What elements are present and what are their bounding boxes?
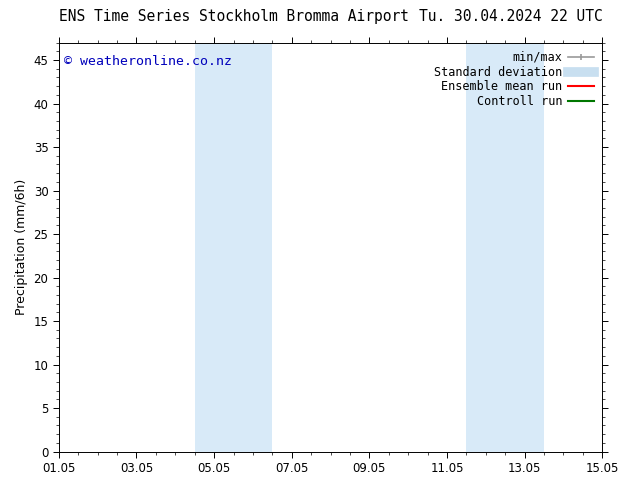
Legend: min/max, Standard deviation, Ensemble mean run, Controll run: min/max, Standard deviation, Ensemble me… [432, 49, 597, 111]
Bar [467, 43, 544, 452]
Bar [195, 43, 273, 452]
Text: ENS Time Series Stockholm Bromma Airport: ENS Time Series Stockholm Bromma Airport [59, 9, 409, 24]
Y-axis label: Precipitation (mm/6h): Precipitation (mm/6h) [15, 179, 28, 315]
Text: © weatheronline.co.nz: © weatheronline.co.nz [64, 55, 232, 68]
Text: Tu. 30.04.2024 22 UTC: Tu. 30.04.2024 22 UTC [418, 9, 602, 24]
